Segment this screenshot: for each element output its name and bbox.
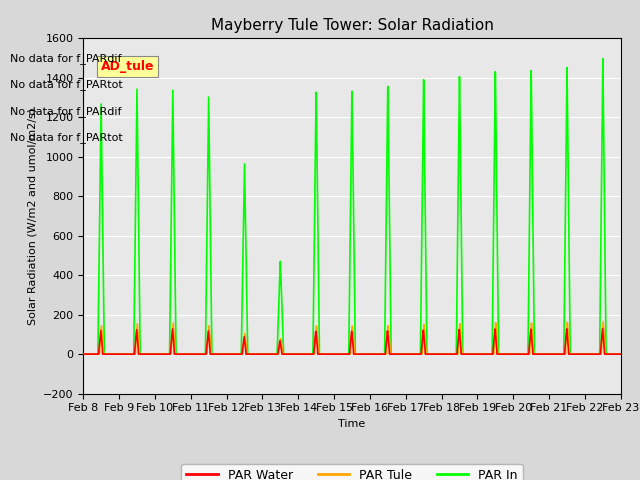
Title: Mayberry Tule Tower: Solar Radiation: Mayberry Tule Tower: Solar Radiation xyxy=(211,18,493,33)
Y-axis label: Solar Radiation (W/m2 and umol/m2/s): Solar Radiation (W/m2 and umol/m2/s) xyxy=(28,108,37,324)
Text: AD_tule: AD_tule xyxy=(101,60,155,73)
Text: No data for f_PARdif: No data for f_PARdif xyxy=(10,106,121,117)
Text: No data for f_PARtot: No data for f_PARtot xyxy=(10,79,122,90)
Text: No data for f_PARtot: No data for f_PARtot xyxy=(10,132,122,143)
X-axis label: Time: Time xyxy=(339,419,365,429)
Legend: PAR Water, PAR Tule, PAR In: PAR Water, PAR Tule, PAR In xyxy=(181,464,523,480)
Text: No data for f_PARdif: No data for f_PARdif xyxy=(10,53,121,64)
